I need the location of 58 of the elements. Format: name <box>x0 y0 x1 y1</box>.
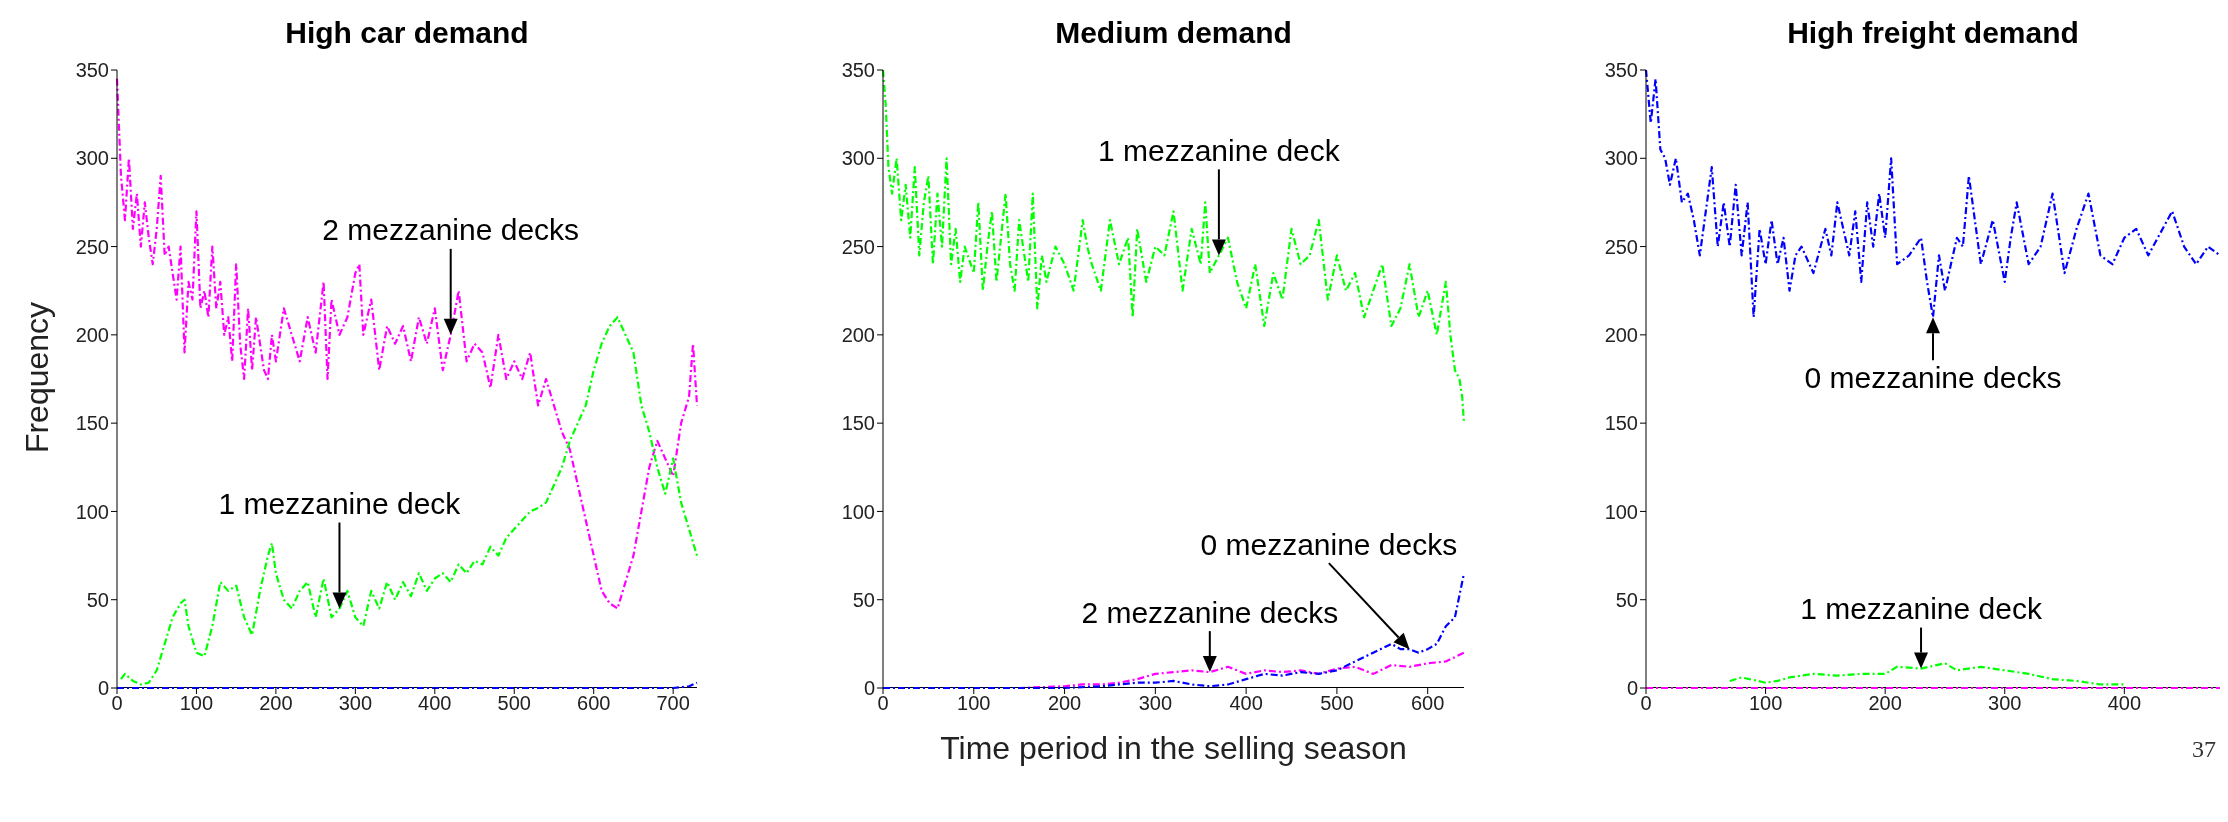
x-tick-label: 100 <box>179 692 214 715</box>
y-tick-label: 50 <box>852 588 875 611</box>
y-tick-label: 350 <box>841 59 875 82</box>
y-tick-label: 100 <box>841 500 875 523</box>
x-tick-label: 0 <box>1640 692 1652 715</box>
y-tick-label: 0 <box>863 677 875 700</box>
y-tick-label: 100 <box>1604 500 1638 523</box>
annotation: 0 mezzanine decks <box>1804 360 2062 394</box>
x-tick-label: 400 <box>2107 692 2142 715</box>
x-tick-label: 300 <box>1988 692 2022 715</box>
x-tick-label: 500 <box>1320 692 1354 715</box>
annotation: 1 mezzanine deck <box>1800 592 2043 626</box>
x-tick-label: 600 <box>1411 692 1445 715</box>
x-tick-label: 200 <box>259 692 293 715</box>
annotation: 1 mezzanine deck <box>218 487 462 521</box>
x-tick-label: 100 <box>1748 692 1783 715</box>
annotation: 2 mezzanine decks <box>1081 595 1339 629</box>
y-tick-label: 0 <box>97 677 109 700</box>
y-tick-label: 350 <box>75 59 109 82</box>
y-tick-label: 300 <box>841 147 875 170</box>
chart-title: High car demand <box>284 16 530 50</box>
x-tick-label: 300 <box>338 692 373 715</box>
x-tick-label: 100 <box>957 692 991 715</box>
y-tick-label: 300 <box>1604 147 1638 170</box>
chart-title: High freight demand <box>1786 16 2080 50</box>
y-tick-label: 200 <box>1604 323 1638 346</box>
x-axis-title: Time period in the selling season <box>939 730 1408 767</box>
x-tick-label: 400 <box>1229 692 1263 715</box>
y-tick-label: 350 <box>1604 59 1638 82</box>
x-tick-label: 0 <box>111 692 123 715</box>
y-tick-label: 300 <box>75 147 109 170</box>
y-tick-label: 200 <box>841 323 875 346</box>
y-tick-label: 100 <box>75 500 109 523</box>
y-tick-label: 0 <box>1626 677 1638 700</box>
x-tick-label: 400 <box>418 692 452 715</box>
annotation: 0 mezzanine decks <box>1200 527 1458 561</box>
y-tick-label: 150 <box>841 412 875 435</box>
line-series <box>119 316 699 686</box>
y-tick-label: 250 <box>75 235 109 258</box>
x-tick-label: 700 <box>656 692 690 715</box>
x-tick-label: 300 <box>1138 692 1173 715</box>
y-axis-title: Frequency <box>18 301 56 454</box>
x-tick-label: 0 <box>877 692 889 715</box>
y-tick-label: 50 <box>86 588 109 611</box>
y-tick-label: 150 <box>75 412 109 435</box>
chart-title: Medium demand <box>1054 16 1293 50</box>
x-tick-label: 600 <box>577 692 611 715</box>
y-tick-label: 150 <box>1604 412 1638 435</box>
y-tick-label: 250 <box>841 235 875 258</box>
x-tick-label: 200 <box>1868 692 1902 715</box>
annotation: 2 mezzanine decks <box>322 213 580 247</box>
x-tick-label: 500 <box>497 692 531 715</box>
x-tick-label: 200 <box>1047 692 1082 715</box>
y-tick-label: 200 <box>75 323 109 346</box>
y-tick-label: 50 <box>1615 588 1638 611</box>
text: 37 <box>2192 736 2216 763</box>
annotation: 1 mezzanine deck <box>1097 133 1341 167</box>
y-tick-label: 250 <box>1604 235 1638 258</box>
